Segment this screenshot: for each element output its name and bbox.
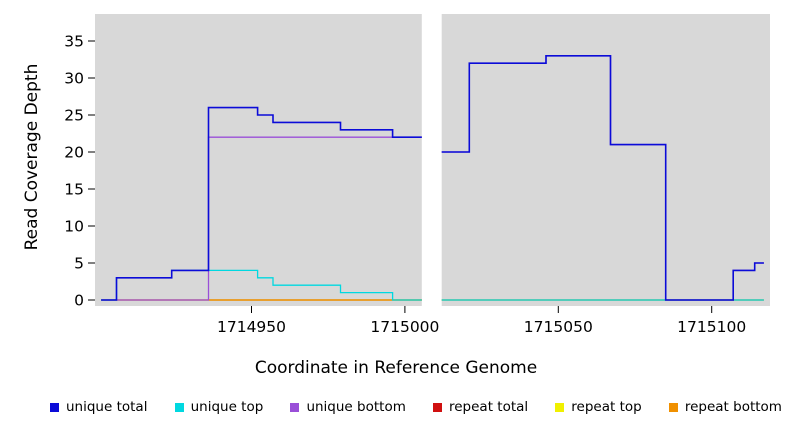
y-tick-label: 25 <box>64 107 84 125</box>
legend-swatch-repeat-bottom <box>668 402 678 412</box>
legend-item-unique-bottom: unique bottom <box>290 399 406 415</box>
legend-item-repeat-total: repeat total <box>432 399 529 415</box>
legend-label: repeat bottom <box>684 399 782 415</box>
legend-item-unique-top: unique top <box>174 399 264 415</box>
legend-label: unique top <box>190 399 264 415</box>
coverage-chart: 1714950 1715000 1715050 1715100 0 5 10 15 20 25 30… <box>64 14 770 336</box>
series-line-unique-total <box>101 106 422 301</box>
legend-swatch-repeat-total <box>432 402 442 412</box>
legend-label: repeat top <box>571 399 642 415</box>
legend-label: unique bottom <box>306 399 406 415</box>
y-tick-label: 10 <box>64 218 84 236</box>
y-tick-label: 15 <box>64 181 84 199</box>
legend-swatch-unique-bottom <box>290 402 300 412</box>
y-tick-label: 30 <box>64 70 84 88</box>
y-tick-label: 20 <box>64 144 84 162</box>
legend-item-unique-total: unique total <box>50 399 147 415</box>
legend-label: repeat total <box>448 399 529 415</box>
legend-item-repeat-bottom: repeat bottom <box>668 399 782 415</box>
x-axis-title: Coordinate in Reference Genome <box>254 358 538 378</box>
y-tick-label: 5 <box>74 255 84 273</box>
legend-label: unique total <box>66 399 148 415</box>
y-tick-label: 35 <box>64 33 84 51</box>
legend: unique total unique top unique bottom repea… <box>0 399 792 415</box>
x-tick-label: 1714950 <box>217 318 286 336</box>
legend-swatch-repeat-top <box>555 402 565 412</box>
legend-item-repeat-top: repeat top <box>555 399 642 415</box>
y-tick-label: 0 <box>74 292 84 310</box>
masked-region <box>421 14 442 306</box>
x-tick-label: 1715050 <box>524 318 593 336</box>
legend-swatch-unique-top <box>174 402 184 412</box>
series-line-unique-total <box>441 55 764 301</box>
legend-swatch-unique-total <box>50 402 59 412</box>
x-tick-label: 1715100 <box>677 318 746 336</box>
x-tick-label: 1715000 <box>370 318 439 336</box>
y-axis-title: Read Coverage Depth <box>22 63 42 251</box>
